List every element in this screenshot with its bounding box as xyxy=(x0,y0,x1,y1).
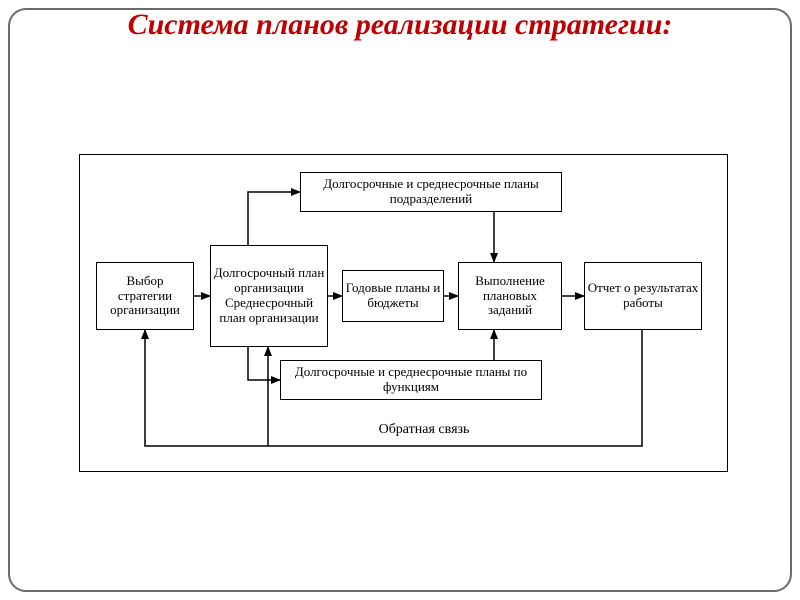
node-nTop: Долгосрочные и среднесрочные планы подра… xyxy=(300,172,562,212)
node-n4: Выполнение плановых заданий xyxy=(458,262,562,330)
node-n1: Выбор стратегии организации xyxy=(96,262,194,330)
node-n3: Годовые планы и бюджеты xyxy=(342,270,444,322)
node-n2: Долгосрочный план организации Среднесроч… xyxy=(210,245,328,347)
feedback-label: Обратная связь xyxy=(344,422,504,438)
slide-title: Система планов реализации стратегии: xyxy=(0,8,800,43)
node-nBot: Долгосрочные и среднесрочные планы по фу… xyxy=(280,360,542,400)
node-n5: Отчет о результатах работы xyxy=(584,262,702,330)
